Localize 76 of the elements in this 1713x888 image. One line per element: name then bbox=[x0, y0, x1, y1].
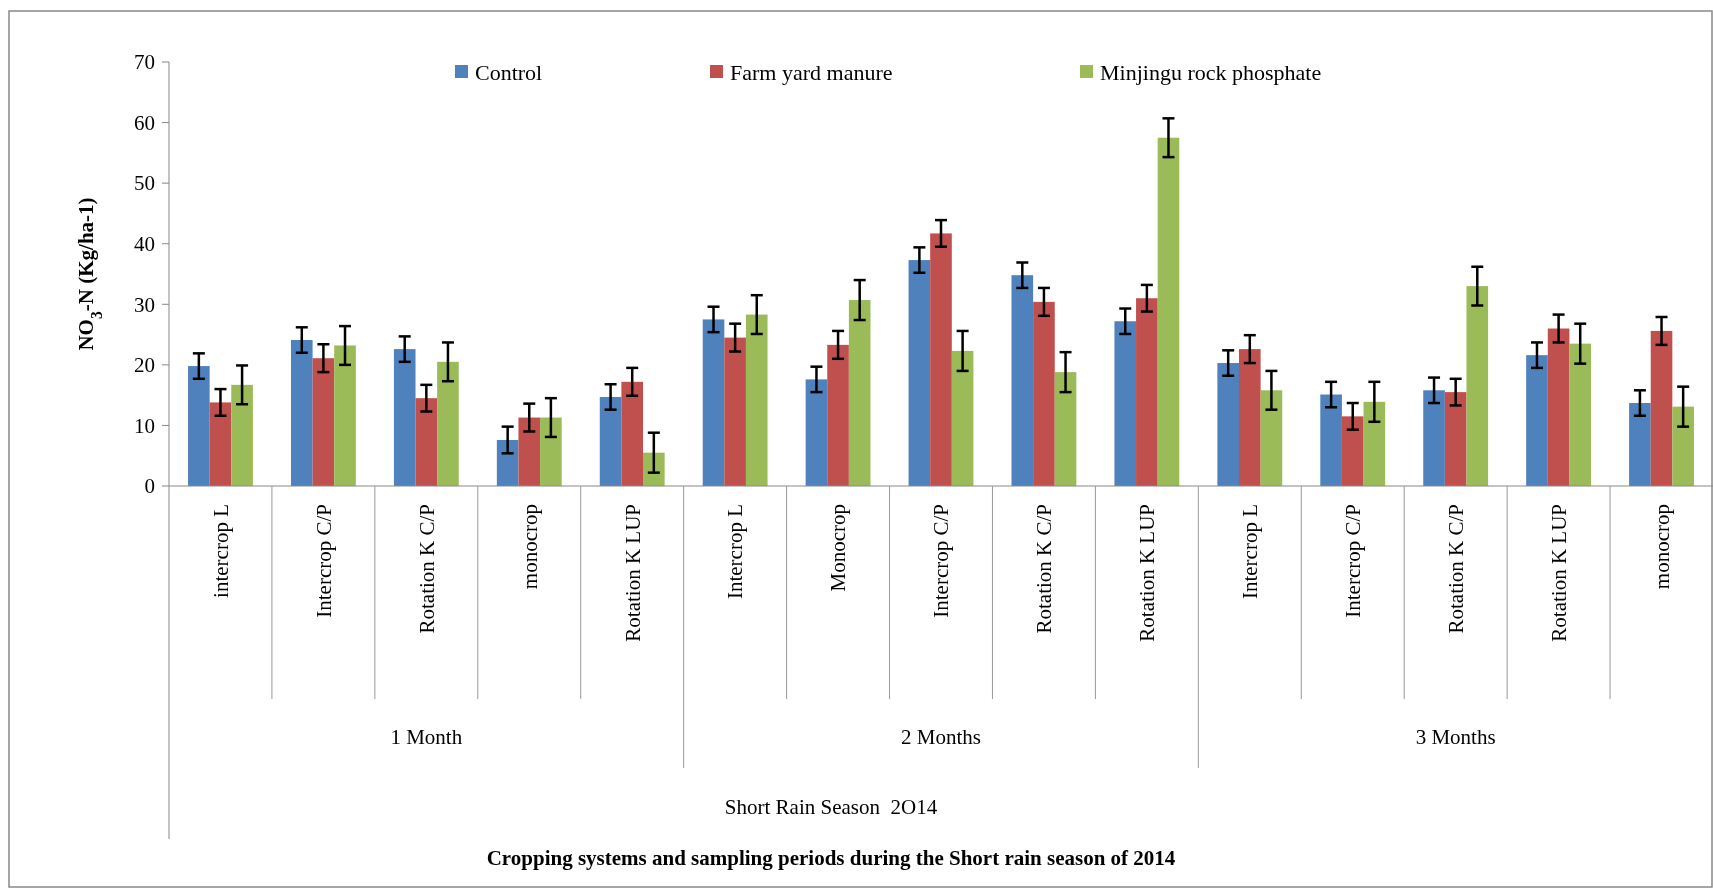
x-tick-label: monocrop bbox=[1649, 504, 1674, 590]
bar bbox=[724, 337, 746, 486]
bar bbox=[848, 300, 871, 486]
bar bbox=[805, 379, 828, 486]
bar bbox=[393, 349, 416, 486]
bar bbox=[930, 233, 952, 486]
x-tick-label: Intercrop C/P bbox=[311, 504, 336, 618]
bar bbox=[290, 340, 313, 486]
text: 2 Months bbox=[901, 725, 981, 750]
bar bbox=[518, 417, 541, 486]
bar bbox=[1547, 328, 1570, 486]
legend-label: Farm yard manure bbox=[730, 59, 893, 85]
bar bbox=[1569, 343, 1592, 486]
bar bbox=[1238, 349, 1261, 486]
text: Cropping systems and sampling periods during the Short rain season of 2014 bbox=[486, 846, 1176, 871]
bar bbox=[334, 345, 356, 486]
bar bbox=[1260, 390, 1283, 486]
x-tick-label: Intercrop L bbox=[1238, 504, 1263, 600]
bar bbox=[1444, 392, 1467, 486]
bar bbox=[702, 319, 725, 486]
bar bbox=[1033, 301, 1055, 486]
x-tick-label: Intercrop C/P bbox=[929, 504, 954, 618]
bar bbox=[1526, 355, 1548, 486]
x-tick-label: Rotation K LUP bbox=[620, 504, 645, 642]
x-tick-label: Rotation K LUP bbox=[1546, 504, 1571, 642]
bar bbox=[1136, 298, 1158, 486]
bar bbox=[1217, 363, 1239, 486]
bar bbox=[1629, 403, 1651, 486]
bar bbox=[1157, 137, 1180, 486]
bar bbox=[599, 396, 622, 486]
text: 1 Month bbox=[390, 725, 463, 750]
y-tick-label: 30 bbox=[134, 292, 155, 317]
bar bbox=[312, 358, 335, 486]
bar bbox=[1114, 321, 1137, 486]
x-tick-label: Rotation K C/P bbox=[1032, 504, 1057, 634]
bar bbox=[1672, 406, 1694, 486]
y-tick-label: 20 bbox=[134, 353, 155, 378]
bar bbox=[621, 381, 644, 486]
bar bbox=[1341, 416, 1364, 486]
bar bbox=[415, 398, 438, 486]
bar bbox=[1320, 394, 1342, 486]
x-tick-label: Intercrop L bbox=[723, 504, 748, 600]
x-tick-label: Rotation K C/P bbox=[414, 504, 439, 634]
bar bbox=[951, 350, 974, 486]
text: 3 Months bbox=[1415, 725, 1496, 750]
bar bbox=[827, 344, 849, 486]
bar bbox=[231, 384, 253, 486]
legend-label: Minjingu rock phosphate bbox=[1100, 59, 1322, 85]
bar bbox=[188, 366, 210, 486]
x-tick-label: intercrop L bbox=[208, 504, 233, 598]
bar bbox=[643, 452, 665, 486]
bar bbox=[496, 439, 519, 486]
y-tick-label: 40 bbox=[134, 232, 155, 257]
bar bbox=[745, 314, 768, 486]
legend-label: Control bbox=[475, 59, 543, 85]
x-tick-label: monocrop bbox=[517, 504, 542, 590]
x-tick-label: Intercrop C/P bbox=[1341, 504, 1366, 618]
bar bbox=[908, 260, 931, 486]
bar bbox=[1423, 390, 1445, 486]
bar bbox=[1054, 372, 1077, 486]
text: Short Rain Season 2O14 bbox=[724, 795, 938, 820]
y-tick-label: 50 bbox=[134, 171, 155, 196]
y-tick-label: 0 bbox=[144, 474, 155, 499]
bar bbox=[1466, 286, 1489, 486]
y-tick-label: 10 bbox=[134, 413, 155, 438]
bar bbox=[1650, 330, 1673, 486]
bar bbox=[540, 417, 562, 486]
bar bbox=[209, 402, 232, 486]
x-tick-label: Rotation K LUP bbox=[1135, 504, 1160, 642]
y-tick-label: 60 bbox=[134, 110, 155, 135]
x-tick-label: Monocrop bbox=[826, 504, 851, 592]
bar bbox=[437, 361, 459, 486]
bar bbox=[1011, 275, 1034, 486]
bar bbox=[1363, 401, 1386, 486]
x-tick-label: Rotation K C/P bbox=[1444, 504, 1469, 634]
y-tick-label: 70 bbox=[134, 50, 155, 75]
